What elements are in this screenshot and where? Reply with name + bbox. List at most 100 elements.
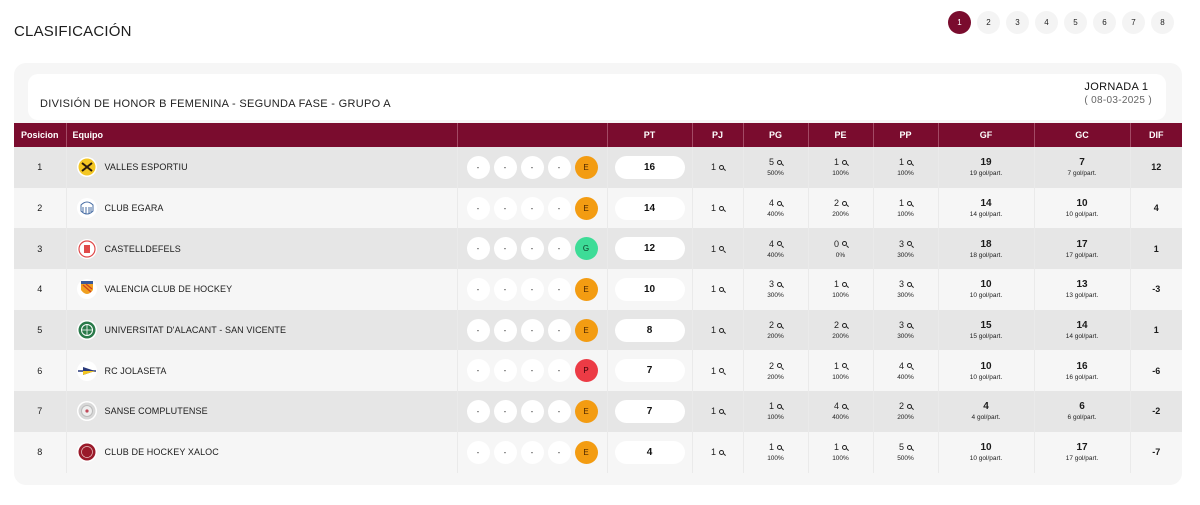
team-cell[interactable]: UNIVERSITAT D'ALACANT - SAN VICENTE xyxy=(66,309,458,351)
played-cell[interactable]: 1 xyxy=(692,187,744,229)
goals-against: 13 xyxy=(1076,279,1088,291)
search-icon[interactable] xyxy=(719,164,724,170)
played-cell[interactable]: 1 xyxy=(692,431,744,473)
won-cell[interactable]: 4 400% xyxy=(743,228,809,270)
lost-cell[interactable]: 3 300% xyxy=(873,269,939,310)
search-icon[interactable] xyxy=(719,408,724,414)
team-name[interactable]: VALLES ESPORTIU xyxy=(104,162,188,173)
drawn-cell[interactable]: 1 100% xyxy=(808,350,874,392)
played-cell[interactable]: 1 xyxy=(692,391,744,432)
drawn-cell[interactable]: 2 200% xyxy=(808,187,874,229)
goals-for-avg: 18 gol/part. xyxy=(969,251,1003,259)
standings-card: DIVISIÓN DE HONOR B FEMENINA - SEGUNDA F… xyxy=(14,63,1182,485)
won-cell[interactable]: 2 200% xyxy=(743,309,809,351)
search-icon[interactable] xyxy=(842,241,847,247)
search-icon[interactable] xyxy=(777,241,782,247)
won-cell[interactable]: 5 500% xyxy=(743,147,809,188)
drawn: 4 xyxy=(833,401,839,412)
won-cell[interactable]: 2 200% xyxy=(743,350,809,392)
lost-cell[interactable]: 1 100% xyxy=(873,147,939,188)
team-cell[interactable]: CASTELLDEFELS xyxy=(66,228,458,270)
col-header-form xyxy=(457,123,608,147)
played-cell[interactable]: 1 xyxy=(692,269,744,310)
search-icon[interactable] xyxy=(719,368,724,374)
search-icon[interactable] xyxy=(907,200,912,206)
search-icon[interactable] xyxy=(777,200,782,206)
goals-for: 18 xyxy=(980,238,992,250)
won-cell[interactable]: 3 300% xyxy=(743,269,809,310)
team-cell[interactable]: VALLES ESPORTIU xyxy=(66,147,458,188)
search-icon[interactable] xyxy=(907,322,912,328)
search-icon[interactable] xyxy=(907,363,912,369)
form-result-latest: E xyxy=(574,318,598,342)
played-cell[interactable]: 1 xyxy=(692,147,744,188)
played-cell[interactable]: 1 xyxy=(692,309,744,351)
drawn-cell[interactable]: 1 100% xyxy=(808,269,874,310)
search-icon[interactable] xyxy=(777,363,782,369)
team-cell[interactable]: SANSE COMPLUTENSE xyxy=(66,391,458,432)
search-icon[interactable] xyxy=(777,159,782,165)
team-name[interactable]: CLUB DE HOCKEY XALOC xyxy=(104,447,219,458)
page-button-4[interactable]: 4 xyxy=(1035,11,1058,34)
search-icon[interactable] xyxy=(719,449,724,455)
won-cell[interactable]: 4 400% xyxy=(743,187,809,229)
goals-against-cell: 17 17 gol/part. xyxy=(1034,228,1131,270)
played-cell[interactable]: 1 xyxy=(692,350,744,392)
team-cell[interactable]: RC JOLASETA xyxy=(66,350,458,392)
page-button-7[interactable]: 7 xyxy=(1122,11,1145,34)
search-icon[interactable] xyxy=(907,444,912,450)
search-icon[interactable] xyxy=(719,205,724,211)
lost-cell[interactable]: 1 100% xyxy=(873,187,939,229)
team-name[interactable]: UNIVERSITAT D'ALACANT - SAN VICENTE xyxy=(104,325,287,336)
played: 1 xyxy=(710,243,716,254)
lost-cell[interactable]: 4 400% xyxy=(873,350,939,392)
drawn-cell[interactable]: 2 200% xyxy=(808,309,874,351)
page-button-6[interactable]: 6 xyxy=(1093,11,1116,34)
lost-cell[interactable]: 5 500% xyxy=(873,431,939,473)
form-result: - xyxy=(520,277,544,301)
search-icon[interactable] xyxy=(719,246,724,252)
won-cell[interactable]: 1 100% xyxy=(743,391,809,432)
page-button-3[interactable]: 3 xyxy=(1006,11,1029,34)
search-icon[interactable] xyxy=(907,403,912,409)
team-name[interactable]: CASTELLDEFELS xyxy=(104,243,181,254)
team-cell[interactable]: CLUB EGARA xyxy=(66,187,458,229)
lost-cell[interactable]: 2 200% xyxy=(873,391,939,432)
search-icon[interactable] xyxy=(907,159,912,165)
search-icon[interactable] xyxy=(777,444,782,450)
search-icon[interactable] xyxy=(842,159,847,165)
drawn: 1 xyxy=(833,442,839,453)
lost-cell[interactable]: 3 300% xyxy=(873,228,939,270)
search-icon[interactable] xyxy=(842,200,847,206)
played-cell[interactable]: 1 xyxy=(692,228,744,270)
search-icon[interactable] xyxy=(777,403,782,409)
search-icon[interactable] xyxy=(842,281,847,287)
page-button-8[interactable]: 8 xyxy=(1151,11,1174,34)
drawn-cell[interactable]: 1 100% xyxy=(808,147,874,188)
team-name[interactable]: CLUB EGARA xyxy=(104,203,164,214)
won-cell[interactable]: 1 100% xyxy=(743,431,809,473)
goal-difference: 12 xyxy=(1130,147,1182,188)
search-icon[interactable] xyxy=(907,281,912,287)
team-name[interactable]: SANSE COMPLUTENSE xyxy=(104,406,208,417)
search-icon[interactable] xyxy=(842,363,847,369)
drawn-cell[interactable]: 0 0% xyxy=(808,228,874,270)
search-icon[interactable] xyxy=(842,322,847,328)
lost-cell[interactable]: 3 300% xyxy=(873,309,939,351)
search-icon[interactable] xyxy=(842,444,847,450)
search-icon[interactable] xyxy=(777,322,782,328)
team-cell[interactable]: VALENCIA CLUB DE HOCKEY xyxy=(66,269,458,310)
search-icon[interactable] xyxy=(777,281,782,287)
drawn-cell[interactable]: 1 100% xyxy=(808,431,874,473)
search-icon[interactable] xyxy=(719,327,724,333)
search-icon[interactable] xyxy=(842,403,847,409)
drawn-cell[interactable]: 4 400% xyxy=(808,391,874,432)
search-icon[interactable] xyxy=(719,286,724,292)
page-button-1[interactable]: 1 xyxy=(948,11,971,34)
page-button-2[interactable]: 2 xyxy=(977,11,1000,34)
page-button-5[interactable]: 5 xyxy=(1064,11,1087,34)
team-name[interactable]: RC JOLASETA xyxy=(104,365,167,376)
team-cell[interactable]: CLUB DE HOCKEY XALOC xyxy=(66,431,458,473)
team-name[interactable]: VALENCIA CLUB DE HOCKEY xyxy=(104,284,233,295)
search-icon[interactable] xyxy=(907,241,912,247)
